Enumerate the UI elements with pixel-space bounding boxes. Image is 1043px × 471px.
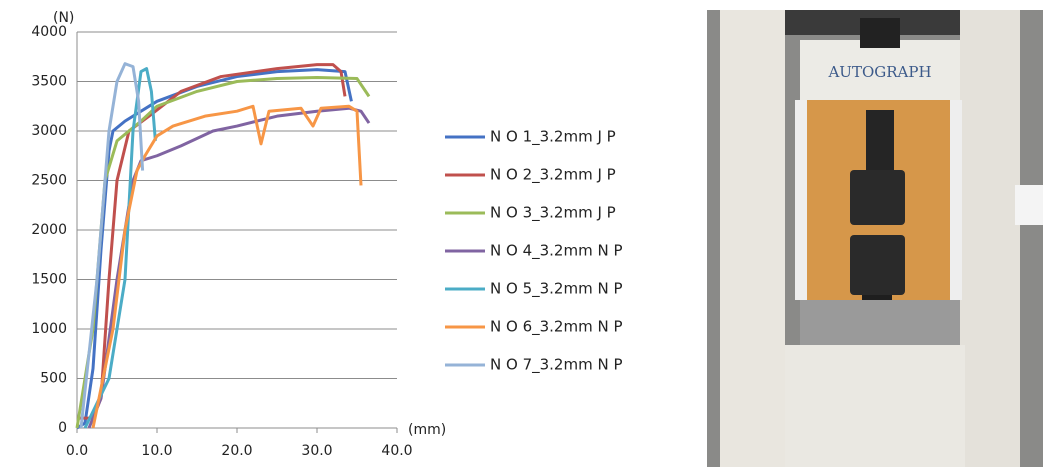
x-tick-label: 30.0 (301, 443, 332, 459)
series-line (83, 67, 157, 429)
y-tick-label: 3500 (31, 74, 67, 90)
x-tick-label: 0.0 (66, 443, 88, 459)
y-tick-label: 1500 (31, 272, 67, 288)
series-line (77, 63, 347, 420)
legend-label: N O 1_3.2mm J P (490, 128, 616, 147)
photo-label: AUTOGRAPH (827, 63, 931, 81)
y-tick-label: 3000 (31, 123, 67, 139)
series-line (76, 68, 353, 430)
y-tick-label: 4000 (31, 24, 67, 40)
y-tick-label: 0 (58, 420, 67, 436)
legend-label: N O 7_3.2mm N P (490, 356, 623, 375)
legend-label: N O 2_3.2mm J P (490, 166, 616, 185)
y-tick-label: 2500 (31, 173, 67, 189)
legend-label: N O 4_3.2mm N P (490, 242, 623, 261)
photo: AUTOGRAPH (707, 10, 1043, 467)
x-tick-label: 10.0 (141, 443, 172, 459)
x-tick-label: 20.0 (221, 443, 252, 459)
legend-label: N O 5_3.2mm N P (490, 280, 623, 299)
y-tick-label: 500 (40, 371, 67, 387)
series-line (79, 62, 145, 429)
x-unit: (mm) (408, 422, 446, 438)
y-tick-label: 1000 (31, 321, 67, 337)
series-line (91, 104, 363, 429)
x-tick-label: 40.0 (381, 443, 412, 459)
legend-label: N O 6_3.2mm N P (490, 318, 623, 337)
y-tick-label: 2000 (31, 222, 67, 238)
legend-label: N O 3_3.2mm J P (490, 204, 616, 223)
y-unit: (N) (53, 10, 74, 26)
